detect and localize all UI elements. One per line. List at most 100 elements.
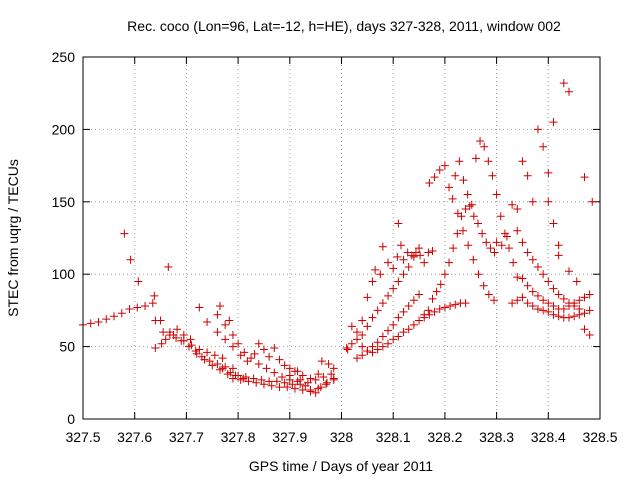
- data-point: [539, 296, 548, 305]
- data-point: [523, 299, 532, 308]
- data-point: [213, 328, 222, 337]
- data-point: [539, 306, 548, 315]
- data-point: [453, 229, 462, 238]
- data-point: [575, 296, 584, 305]
- data-point: [420, 310, 429, 319]
- data-point: [580, 309, 589, 318]
- data-point: [353, 354, 362, 363]
- data-point: [389, 320, 398, 329]
- data-point: [528, 287, 537, 296]
- data-point: [435, 165, 444, 174]
- data-point: [464, 241, 473, 250]
- data-point: [415, 290, 424, 299]
- data-point: [420, 258, 429, 267]
- data-point: [270, 344, 279, 353]
- data-point: [324, 359, 333, 368]
- data-point: [393, 252, 402, 261]
- data-point: [404, 262, 413, 271]
- data-point: [528, 197, 537, 206]
- data-point: [290, 367, 299, 376]
- data-point: [378, 332, 387, 341]
- data-point: [440, 270, 449, 279]
- data-point: [200, 355, 209, 364]
- data-point: [283, 383, 292, 392]
- data-point: [544, 299, 553, 308]
- data-point: [424, 248, 433, 257]
- data-point: [449, 244, 458, 253]
- data-point: [473, 219, 482, 228]
- data-point: [533, 304, 542, 313]
- data-point: [94, 317, 103, 326]
- data-point: [559, 304, 568, 313]
- data-point: [508, 299, 517, 308]
- data-point: [580, 293, 589, 302]
- data-point: [436, 280, 445, 289]
- data-point: [448, 194, 457, 203]
- data-point: [275, 355, 284, 364]
- data-point: [564, 299, 573, 308]
- data-point: [509, 258, 518, 267]
- data-point: [161, 335, 170, 344]
- data-point: [192, 349, 201, 358]
- data-point: [539, 270, 548, 279]
- data-point: [285, 371, 294, 380]
- data-point: [179, 331, 188, 340]
- x-tick-label: 327.5: [65, 429, 100, 445]
- data-point: [585, 290, 594, 299]
- data-point: [321, 380, 330, 389]
- data-point: [399, 270, 408, 279]
- data-point: [288, 380, 297, 389]
- data-point: [329, 364, 338, 373]
- data-point: [451, 171, 460, 180]
- data-point: [110, 312, 119, 321]
- data-point: [394, 332, 403, 341]
- data-point: [363, 346, 372, 355]
- data-point: [403, 248, 412, 257]
- data-point: [159, 328, 168, 337]
- data-point: [164, 262, 173, 271]
- data-point: [396, 241, 405, 250]
- data-point: [554, 290, 563, 299]
- data-point: [265, 352, 274, 361]
- data-point: [554, 251, 563, 260]
- data-point: [549, 219, 558, 228]
- data-point: [425, 178, 434, 187]
- data-point: [254, 339, 263, 348]
- data-point: [440, 161, 449, 170]
- x-axis-ticks: 327.5 327.6 327.7 327.8 327.9 328 328.1 328.2 32…: [65, 57, 618, 445]
- y-tick-label: 100: [52, 266, 76, 282]
- data-point: [549, 302, 558, 311]
- data-point: [559, 79, 568, 88]
- data-point: [298, 371, 307, 380]
- data-point: [430, 307, 439, 316]
- data-point: [218, 364, 227, 373]
- data-point: [186, 335, 195, 344]
- data-point: [134, 277, 143, 286]
- data-point: [533, 291, 542, 300]
- data-point: [399, 328, 408, 337]
- data-point: [411, 248, 420, 257]
- data-point: [570, 302, 579, 311]
- data-point: [384, 291, 393, 300]
- data-point: [496, 212, 505, 221]
- data-point: [358, 331, 367, 340]
- data-point: [126, 255, 135, 264]
- data-point: [533, 125, 542, 134]
- data-point: [533, 262, 542, 271]
- data-point: [404, 302, 413, 311]
- data-point: [296, 375, 305, 384]
- data-point: [488, 171, 497, 180]
- data-point: [459, 176, 468, 185]
- data-point: [177, 336, 186, 345]
- data-point: [205, 357, 214, 366]
- data-point: [203, 348, 212, 357]
- data-point: [353, 328, 362, 337]
- data-point: [262, 364, 271, 373]
- data-point: [554, 241, 563, 250]
- data-point: [141, 302, 150, 311]
- data-point: [156, 316, 165, 325]
- data-point: [148, 299, 157, 308]
- x-tick-label: 327.9: [272, 429, 307, 445]
- data-point: [221, 320, 230, 329]
